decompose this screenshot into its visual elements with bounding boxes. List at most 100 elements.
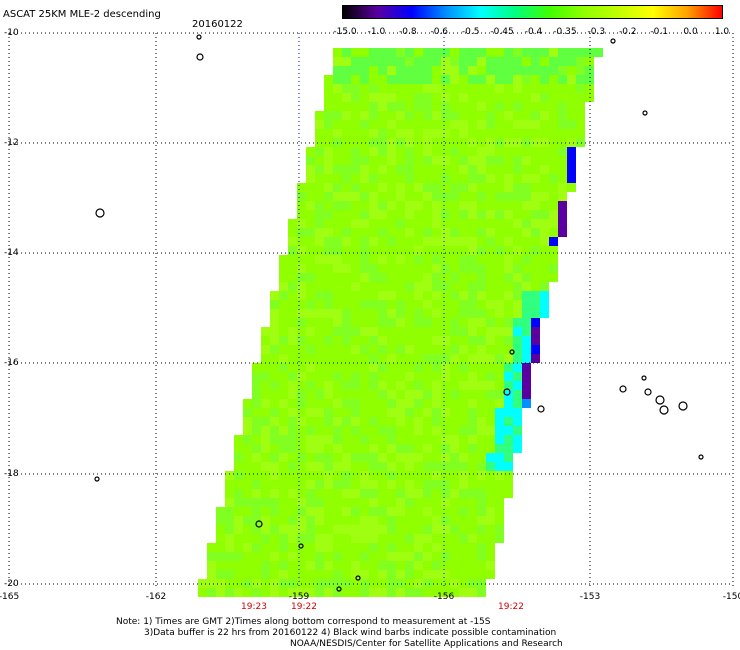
swath-cell	[504, 255, 513, 264]
swath-cell	[225, 498, 234, 507]
swath-cell	[387, 489, 396, 498]
swath-cell	[414, 57, 423, 66]
swath-cell	[558, 174, 567, 183]
swath-cell	[405, 210, 414, 219]
swath-cell	[522, 291, 531, 300]
swath-cell	[288, 264, 297, 273]
swath-cell	[495, 273, 504, 282]
swath-cell	[423, 489, 432, 498]
swath-cell	[387, 93, 396, 102]
swath-cell	[504, 327, 513, 336]
swath-cell	[513, 372, 522, 381]
swath-cell	[261, 390, 270, 399]
swath-cell	[468, 129, 477, 138]
swath-cell	[558, 138, 567, 147]
swath-cell	[549, 129, 558, 138]
swath-cell	[252, 381, 261, 390]
swath-cell	[342, 561, 351, 570]
swath-cell	[360, 273, 369, 282]
swath-cell	[414, 399, 423, 408]
swath-cell	[414, 462, 423, 471]
swath-cell	[378, 291, 387, 300]
swath-cell	[351, 318, 360, 327]
swath-cell	[441, 111, 450, 120]
swath-cell	[351, 363, 360, 372]
swath-cell	[567, 84, 576, 93]
swath-cell	[360, 363, 369, 372]
swath-cell	[522, 309, 531, 318]
swath-cell	[513, 156, 522, 165]
swath-cell	[333, 300, 342, 309]
swath-cell	[468, 318, 477, 327]
swath-cell	[387, 444, 396, 453]
swath-cell	[423, 507, 432, 516]
swath-cell	[333, 372, 342, 381]
swath-cell	[414, 543, 423, 552]
swath-cell	[432, 453, 441, 462]
island-outline	[509, 349, 515, 355]
swath-cell	[486, 435, 495, 444]
swath-cell	[306, 210, 315, 219]
swath-cell	[531, 264, 540, 273]
swath-cell	[513, 66, 522, 75]
swath-cell	[477, 201, 486, 210]
swath-cell	[396, 480, 405, 489]
swath-cell	[342, 345, 351, 354]
swath-cell	[468, 498, 477, 507]
swath-cell	[432, 345, 441, 354]
swath-cell	[369, 408, 378, 417]
swath-cell	[324, 282, 333, 291]
swath-cell	[504, 219, 513, 228]
swath-cell	[486, 372, 495, 381]
swath-cell	[441, 561, 450, 570]
swath-cell	[468, 327, 477, 336]
swath-cell	[405, 93, 414, 102]
swath-cell	[486, 84, 495, 93]
swath-cell	[279, 543, 288, 552]
swath-cell	[279, 534, 288, 543]
swath-cell	[441, 237, 450, 246]
swath-cell	[459, 48, 468, 57]
swath-cell	[279, 498, 288, 507]
swath-cell	[414, 147, 423, 156]
swath-cell	[369, 417, 378, 426]
swath-cell	[450, 111, 459, 120]
swath-cell	[522, 282, 531, 291]
swath-cell	[450, 228, 459, 237]
swath-cell	[495, 498, 504, 507]
swath-cell	[495, 363, 504, 372]
swath-cell	[369, 471, 378, 480]
swath-cell	[315, 291, 324, 300]
swath-cell	[432, 228, 441, 237]
swath-cell	[324, 120, 333, 129]
swath-cell	[486, 174, 495, 183]
swath-cell	[423, 480, 432, 489]
swath-cell	[459, 516, 468, 525]
swath-cell	[441, 399, 450, 408]
swath-cell	[360, 219, 369, 228]
swath-cell	[468, 120, 477, 129]
swath-cell	[288, 237, 297, 246]
swath-cell	[450, 534, 459, 543]
x-tick-label: -165	[0, 592, 20, 602]
swath-cell	[504, 372, 513, 381]
swath-cell	[477, 300, 486, 309]
swath-cell	[351, 390, 360, 399]
swath-cell	[495, 111, 504, 120]
swath-cell	[351, 471, 360, 480]
swath-cell	[351, 282, 360, 291]
island-outline	[642, 110, 648, 116]
swath-cell	[423, 219, 432, 228]
swath-cell	[495, 66, 504, 75]
swath-cell	[513, 309, 522, 318]
swath-cell	[351, 120, 360, 129]
swath-cell	[351, 579, 360, 588]
swath-cell	[468, 66, 477, 75]
swath-cell	[342, 381, 351, 390]
swath-cell	[459, 570, 468, 579]
swath-cell	[432, 471, 441, 480]
swath-cell	[315, 147, 324, 156]
swath-cell	[468, 345, 477, 354]
swath-cell	[432, 579, 441, 588]
swath-cell	[351, 66, 360, 75]
